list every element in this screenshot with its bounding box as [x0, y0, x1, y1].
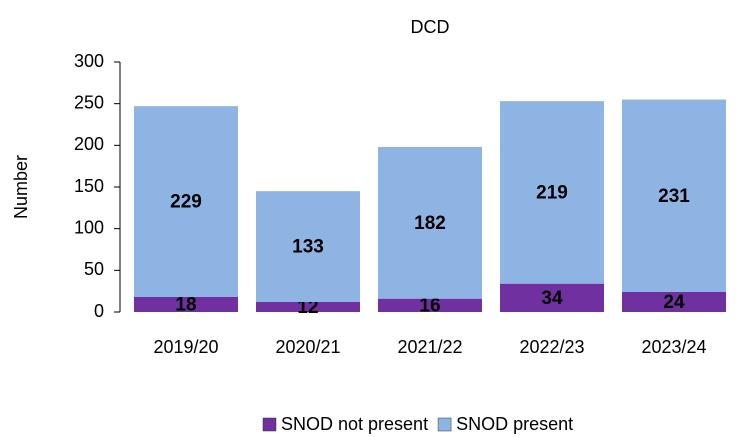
bar-segment [134, 297, 238, 312]
x-tick-label: 2020/21 [275, 337, 340, 357]
bar-segment [256, 302, 360, 312]
bar-segment [500, 283, 604, 312]
bar-segment [256, 191, 360, 302]
x-tick-label: 2022/23 [519, 337, 584, 357]
legend-swatch [262, 417, 277, 432]
bar-segment [378, 298, 482, 312]
data-label: 12 [297, 297, 318, 318]
x-tick-label: 2019/20 [153, 337, 218, 357]
data-label: 229 [170, 192, 202, 213]
data-label: 18 [175, 295, 196, 316]
x-tick-label: 2023/24 [641, 337, 706, 357]
bar-segment [134, 106, 238, 298]
data-label: 24 [663, 292, 685, 313]
y-axis-label: Number [11, 155, 31, 219]
y-tick-label: 0 [94, 301, 104, 321]
y-tick-label: 250 [74, 92, 104, 112]
y-tick-label: 200 [74, 134, 104, 154]
data-label: 219 [536, 182, 568, 203]
x-tick-label: 2021/22 [397, 337, 462, 357]
bar-segment [378, 147, 482, 299]
legend-label: SNOD present [456, 414, 573, 434]
data-label: 182 [414, 213, 446, 234]
y-tick-label: 50 [84, 259, 104, 279]
data-label: 34 [541, 288, 563, 309]
data-label: 231 [658, 186, 690, 207]
bar-segment [622, 99, 726, 292]
data-label: 133 [292, 237, 324, 258]
data-label: 16 [419, 295, 440, 316]
legend-label: SNOD not present [281, 414, 428, 434]
y-tick-label: 300 [74, 51, 104, 71]
chart-title: DCD [411, 17, 450, 37]
y-tick-label: 100 [74, 217, 104, 237]
y-tick-label: 150 [74, 176, 104, 196]
legend-swatch [437, 417, 452, 432]
bar-segment [622, 292, 726, 312]
bar-segment [500, 101, 604, 284]
